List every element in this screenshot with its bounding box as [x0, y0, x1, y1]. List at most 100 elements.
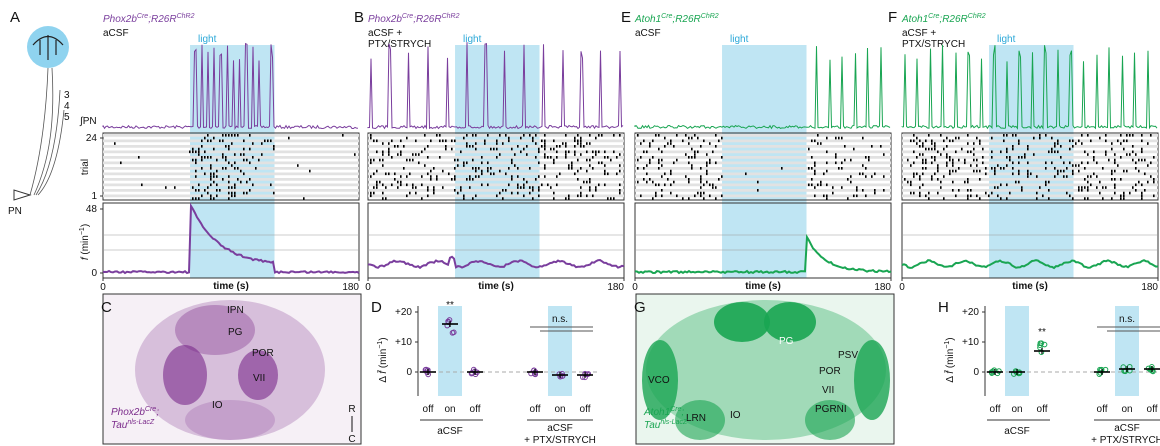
- raster-tick: [967, 197, 969, 200]
- raster-tick: [249, 147, 251, 151]
- raster-tick: [853, 194, 855, 198]
- raster-tick: [243, 158, 245, 162]
- raster-tick: [553, 147, 555, 151]
- raster-tick: [1006, 197, 1008, 200]
- raster-tick: [835, 153, 837, 156]
- raster-tick: [415, 191, 417, 195]
- raster-tick: [997, 164, 999, 167]
- raster-tick: [436, 178, 438, 181]
- raster-tick: [997, 186, 999, 189]
- raster-tick: [946, 136, 948, 140]
- raster-tick: [919, 178, 921, 181]
- raster-stripe: [368, 134, 624, 137]
- raster-tick: [811, 167, 813, 170]
- raster-stripe: [368, 178, 624, 181]
- raster-tick: [225, 158, 227, 162]
- raster-tick: [204, 156, 206, 159]
- raster-tick: [544, 175, 546, 178]
- raster-tick: [303, 197, 305, 200]
- raster-tick: [243, 172, 245, 176]
- raster-tick: [508, 183, 510, 187]
- raster-tick: [781, 167, 783, 170]
- raster-tick: [1120, 142, 1122, 145]
- raster-tick: [820, 180, 822, 184]
- raster-tick: [412, 183, 414, 187]
- raster-tick: [1138, 158, 1140, 162]
- raster-tick: [685, 153, 687, 156]
- raster-tick: [370, 136, 372, 140]
- stain: [238, 350, 278, 400]
- x-tick-label: off: [1037, 404, 1048, 415]
- raster-tick: [234, 167, 236, 170]
- raster-tick: [556, 183, 558, 187]
- raster-tick: [216, 158, 218, 162]
- raster-tick: [649, 145, 651, 148]
- raster-tick: [556, 150, 558, 154]
- raster-tick: [505, 134, 507, 137]
- raster-tick: [1063, 161, 1065, 165]
- raster-tick: [222, 156, 224, 159]
- raster-tick: [388, 147, 390, 151]
- raster-tick: [237, 178, 239, 181]
- raster-tick: [460, 189, 462, 192]
- raster-tick: [856, 186, 858, 189]
- raster-tick: [982, 156, 984, 159]
- group-label: + PTX/STRYCH: [524, 435, 596, 446]
- raster-tick: [517, 183, 519, 187]
- raster-tick: [264, 139, 266, 143]
- raster-tick: [1099, 191, 1101, 195]
- raster-tick: [1114, 153, 1116, 156]
- raster-tick: [658, 167, 660, 170]
- raster-tick: [511, 178, 513, 181]
- raster-tick: [595, 150, 597, 154]
- raster-tick: [922, 167, 924, 170]
- raster-tick: [565, 134, 567, 137]
- raster-tick: [814, 172, 816, 176]
- raster-tick: [397, 145, 399, 148]
- raster-stripe: [103, 156, 359, 159]
- raster-tick: [505, 189, 507, 192]
- raster-tick: [403, 145, 405, 148]
- raster-tick: [409, 172, 411, 176]
- raster-tick: [1141, 150, 1143, 154]
- raster-tick: [553, 197, 555, 200]
- raster-tick: [658, 183, 660, 187]
- raster-tick: [1111, 147, 1113, 151]
- raster-tick: [661, 189, 663, 192]
- raster-stripe: [902, 194, 1158, 198]
- genotype-part: nls-LacZ: [127, 419, 155, 426]
- raster-tick: [376, 139, 378, 143]
- group-label: aCSF: [1114, 423, 1140, 434]
- raster-tick: [511, 158, 513, 162]
- raster-tick: [580, 136, 582, 140]
- raster-tick: [376, 169, 378, 173]
- raster-tick: [246, 191, 248, 195]
- rate-ylabel-part: (min: [80, 235, 91, 257]
- raster-tick: [1141, 183, 1143, 187]
- raster-tick: [249, 134, 251, 137]
- raster-tick: [204, 189, 206, 192]
- raster-tick: [403, 167, 405, 170]
- raster-tick: [604, 172, 606, 176]
- raster-tick: [249, 161, 251, 165]
- light-period: [1115, 306, 1139, 396]
- raster-tick: [553, 161, 555, 165]
- nerve-label: PN: [8, 206, 22, 217]
- raster-tick: [1141, 197, 1143, 200]
- raster-tick: [715, 161, 717, 165]
- raster-tick: [673, 145, 675, 148]
- raster-tick: [709, 142, 711, 145]
- raster-tick: [1129, 191, 1131, 195]
- raster-tick: [598, 134, 600, 137]
- raster-tick: [835, 161, 837, 165]
- raster-tick: [589, 189, 591, 192]
- raster-tick: [1012, 145, 1014, 148]
- raster-tick: [574, 150, 576, 154]
- raster-stripe: [635, 183, 891, 187]
- raster-tick: [814, 186, 816, 189]
- raster-tick: [919, 191, 921, 195]
- raster-tick: [955, 136, 957, 140]
- raster-tick: [682, 139, 684, 143]
- raster-tick: [745, 172, 747, 176]
- raster-tick: [637, 180, 639, 184]
